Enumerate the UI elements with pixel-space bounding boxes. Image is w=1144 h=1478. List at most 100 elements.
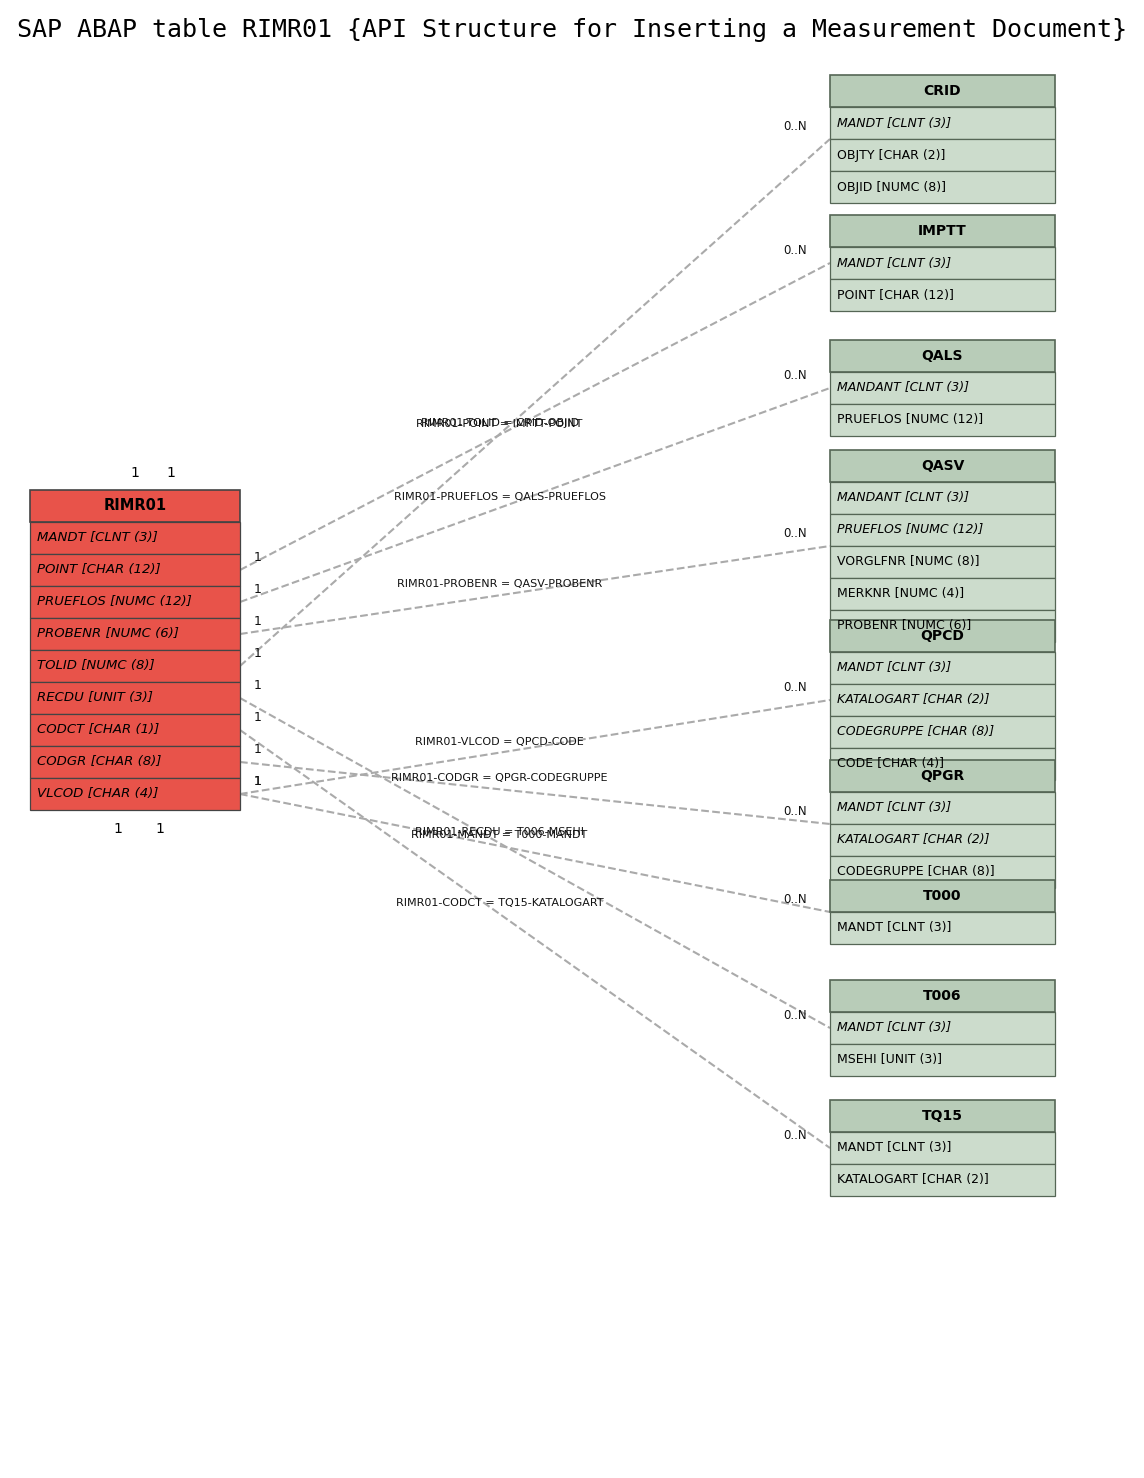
Bar (30, 554, 240, 585)
Text: CODEGRUPPE [CHAR (8)]: CODEGRUPPE [CHAR (8)] (837, 726, 994, 739)
Bar (831, 1100, 1055, 1132)
Bar (831, 545, 1055, 578)
Bar (30, 681, 240, 714)
Text: CODE [CHAR (4)]: CODE [CHAR (4)] (837, 758, 944, 770)
Bar (831, 980, 1055, 1012)
Bar (30, 522, 240, 554)
Text: PRUEFLOS [NUMC (12)]: PRUEFLOS [NUMC (12)] (837, 414, 983, 427)
Text: VLCOD [CHAR (4)]: VLCOD [CHAR (4)] (37, 788, 158, 801)
Bar (30, 585, 240, 618)
Text: MANDT [CLNT (3)]: MANDT [CLNT (3)] (837, 1021, 951, 1035)
Text: CODGR [CHAR (8)]: CODGR [CHAR (8)] (37, 755, 161, 769)
Bar (30, 618, 240, 650)
Text: RIMR01: RIMR01 (103, 498, 167, 513)
Bar (831, 449, 1055, 482)
Bar (831, 652, 1055, 684)
Text: T000: T000 (923, 888, 962, 903)
Text: 0..N: 0..N (784, 370, 807, 381)
Text: 1: 1 (254, 647, 262, 661)
Text: T006: T006 (923, 989, 962, 1004)
Bar (831, 247, 1055, 279)
Text: MERKNR [NUMC (4)]: MERKNR [NUMC (4)] (837, 587, 964, 600)
Text: RIMR01-TOLID = CRID-OBJID: RIMR01-TOLID = CRID-OBJID (421, 418, 579, 429)
Text: 0..N: 0..N (784, 806, 807, 817)
Text: 1: 1 (113, 822, 122, 837)
Text: 0..N: 0..N (784, 1129, 807, 1142)
Text: CODEGRUPPE [CHAR (8)]: CODEGRUPPE [CHAR (8)] (837, 866, 994, 878)
Bar (831, 214, 1055, 247)
Bar (831, 340, 1055, 372)
Bar (831, 792, 1055, 825)
Bar (831, 748, 1055, 780)
Text: POINT [CHAR (12)]: POINT [CHAR (12)] (837, 288, 954, 302)
Bar (831, 372, 1055, 403)
Text: RECDU [UNIT (3)]: RECDU [UNIT (3)] (37, 692, 153, 705)
Bar (831, 139, 1055, 171)
Text: PRUEFLOS [NUMC (12)]: PRUEFLOS [NUMC (12)] (837, 523, 983, 537)
Text: PROBENR [NUMC (6)]: PROBENR [NUMC (6)] (37, 628, 178, 640)
Text: 1: 1 (254, 615, 262, 628)
Text: 1: 1 (156, 822, 165, 837)
Text: 1: 1 (254, 551, 262, 565)
Text: QASV: QASV (921, 460, 964, 473)
Text: MANDT [CLNT (3)]: MANDT [CLNT (3)] (837, 662, 951, 674)
Text: MANDT [CLNT (3)]: MANDT [CLNT (3)] (837, 801, 951, 814)
Text: 0..N: 0..N (784, 681, 807, 695)
Text: 1: 1 (130, 466, 140, 480)
Bar (30, 491, 240, 522)
Text: CRID: CRID (923, 84, 961, 98)
Bar (831, 760, 1055, 792)
Text: SAP ABAP table RIMR01 {API Structure for Inserting a Measurement Document}: SAP ABAP table RIMR01 {API Structure for… (17, 18, 1127, 41)
Bar (30, 777, 240, 810)
Text: 0..N: 0..N (784, 244, 807, 257)
Text: KATALOGART [CHAR (2)]: KATALOGART [CHAR (2)] (837, 693, 990, 706)
Text: OBJID [NUMC (8)]: OBJID [NUMC (8)] (837, 180, 946, 194)
Bar (831, 619, 1055, 652)
Text: 1: 1 (254, 774, 262, 788)
Text: RIMR01-RECDU = T006-MSEHI: RIMR01-RECDU = T006-MSEHI (415, 828, 585, 837)
Bar (30, 714, 240, 746)
Text: RIMR01-MANDT = T000-MANDT: RIMR01-MANDT = T000-MANDT (412, 831, 588, 840)
Text: 1: 1 (254, 711, 262, 724)
Text: VORGLFNR [NUMC (8)]: VORGLFNR [NUMC (8)] (837, 556, 979, 569)
Text: 1: 1 (254, 582, 262, 596)
Text: RIMR01-CODGR = QPGR-CODEGRUPPE: RIMR01-CODGR = QPGR-CODEGRUPPE (391, 773, 607, 783)
Text: RIMR01-VLCOD = QPCD-CODE: RIMR01-VLCOD = QPCD-CODE (415, 736, 583, 746)
Text: 1: 1 (254, 678, 262, 692)
Bar (831, 856, 1055, 888)
Bar (831, 1012, 1055, 1043)
Bar (831, 715, 1055, 748)
Text: 1: 1 (254, 743, 262, 757)
Text: OBJTY [CHAR (2)]: OBJTY [CHAR (2)] (837, 148, 945, 161)
Text: QALS: QALS (922, 349, 963, 364)
Bar (831, 75, 1055, 106)
Text: IMPTT: IMPTT (919, 225, 967, 238)
Bar (831, 514, 1055, 545)
Text: RIMR01-POINT = IMPTT-POINT: RIMR01-POINT = IMPTT-POINT (416, 418, 582, 429)
Bar (831, 482, 1055, 514)
Bar (831, 578, 1055, 610)
Bar (831, 912, 1055, 944)
Bar (30, 650, 240, 681)
Bar (831, 1132, 1055, 1165)
Text: POINT [CHAR (12)]: POINT [CHAR (12)] (37, 563, 160, 576)
Text: MANDT [CLNT (3)]: MANDT [CLNT (3)] (37, 532, 158, 544)
Text: 0..N: 0..N (784, 893, 807, 906)
Text: MANDT [CLNT (3)]: MANDT [CLNT (3)] (837, 1141, 952, 1154)
Text: 0..N: 0..N (784, 528, 807, 539)
Text: 1: 1 (166, 466, 175, 480)
Bar (831, 1043, 1055, 1076)
Text: RIMR01-PROBENR = QASV-PROBENR: RIMR01-PROBENR = QASV-PROBENR (397, 579, 602, 590)
Text: 0..N: 0..N (784, 1009, 807, 1021)
Bar (30, 746, 240, 777)
Text: CODCT [CHAR (1)]: CODCT [CHAR (1)] (37, 724, 159, 736)
Text: QPCD: QPCD (921, 630, 964, 643)
Bar (831, 684, 1055, 715)
Bar (831, 171, 1055, 202)
Text: TQ15: TQ15 (922, 1108, 963, 1123)
Text: MANDT [CLNT (3)]: MANDT [CLNT (3)] (837, 921, 952, 934)
Text: QPGR: QPGR (921, 769, 964, 783)
Bar (831, 279, 1055, 310)
Bar (831, 1165, 1055, 1196)
Text: TOLID [NUMC (8)]: TOLID [NUMC (8)] (37, 659, 154, 672)
